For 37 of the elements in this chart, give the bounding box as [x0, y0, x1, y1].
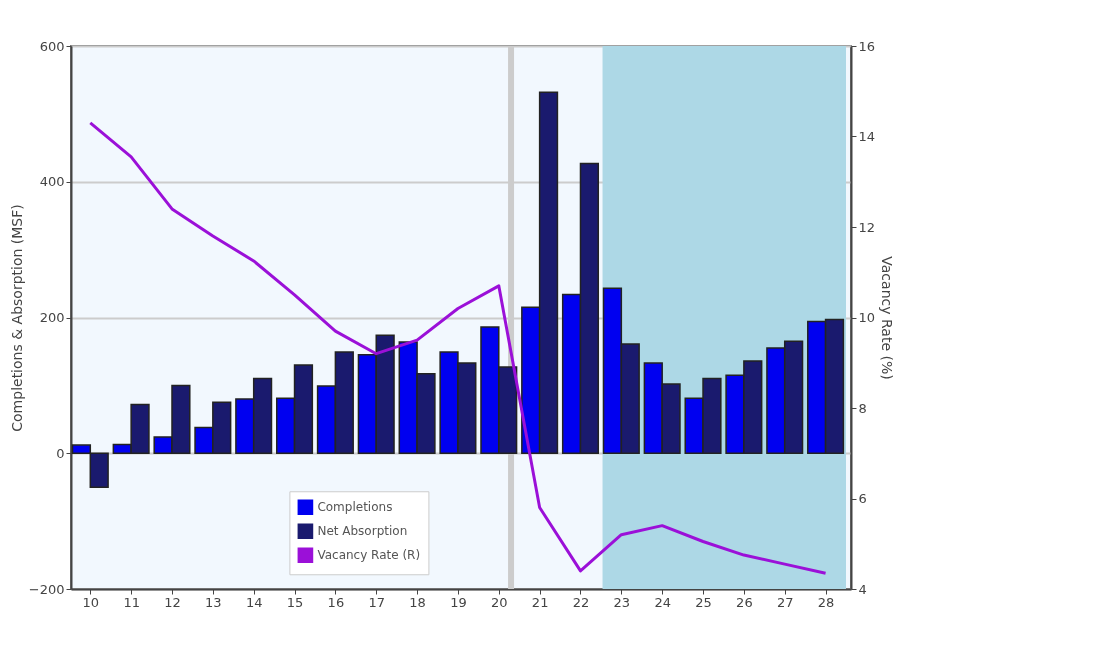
x-tick-label: 19	[450, 594, 467, 610]
x-tick-label: 11	[123, 594, 140, 610]
y2-tick-label: 14	[858, 129, 876, 144]
x-tick-label: 25	[695, 594, 712, 610]
y-tick-label: 400	[39, 174, 65, 190]
y-tick-label: −200	[28, 581, 65, 597]
y2-tick-label: 4	[858, 581, 867, 597]
x-tick-label: 26	[736, 594, 753, 610]
x-tick-label: 17	[368, 594, 386, 610]
y2-tick-label: 6	[858, 491, 867, 506]
x-tick-label: 27	[776, 594, 794, 610]
y-tick-label: 0	[56, 445, 65, 461]
y2-axis-title: Vacancy Rate (%)	[879, 256, 896, 380]
line-series	[88, 121, 828, 575]
y2-tick-label: 16	[858, 38, 876, 54]
x-tick-label: 21	[531, 594, 549, 610]
y-tick-label: 600	[39, 38, 65, 54]
x-tick-label: 20	[491, 594, 508, 610]
x-tick-label: 28	[817, 594, 835, 610]
y2-tick-label: 8	[858, 400, 867, 416]
x-tick-label: 14	[245, 594, 263, 610]
x-tick-label: 12	[164, 594, 181, 610]
y2-tick-label: 12	[858, 219, 876, 235]
x-tick-label: 24	[654, 594, 671, 610]
y2-tick-label: 10	[858, 310, 876, 325]
x-tick-label: 18	[409, 594, 426, 610]
legend-label: Completions	[317, 500, 393, 515]
y-tick-label: 200	[39, 310, 65, 325]
legend-label: Net Absorption	[317, 524, 408, 539]
x-tick-label: 22	[572, 594, 590, 610]
x-tick-label: 16	[327, 594, 345, 610]
legend-label: Vacancy Rate (R)	[317, 548, 421, 563]
x-tick-label: 10	[82, 594, 100, 610]
y-axis-title: Completions & Absorption (MSF)	[8, 204, 25, 432]
x-tick-label: 15	[286, 594, 304, 610]
x-tick-label: 23	[613, 594, 631, 610]
x-tick-label: 13	[205, 594, 222, 610]
